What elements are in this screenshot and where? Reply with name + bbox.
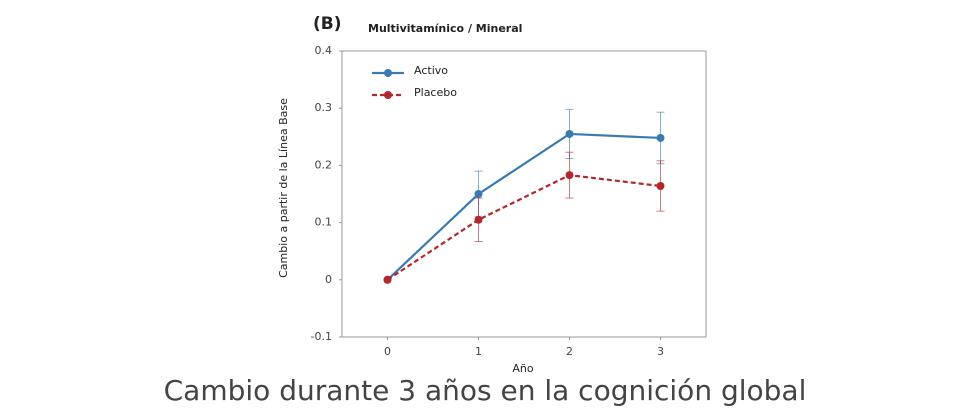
x-tick-label: 3 bbox=[657, 345, 664, 358]
legend-marker bbox=[384, 69, 392, 77]
series-line bbox=[386, 173, 661, 281]
chart-title: Multivitamínico / Mineral bbox=[368, 22, 522, 35]
legend-label: Placebo bbox=[414, 86, 457, 99]
y-tick-label: 0.2 bbox=[315, 158, 333, 171]
x-tick-label: 2 bbox=[566, 345, 573, 358]
legend-label: Activo bbox=[414, 64, 448, 77]
y-axis-label: Cambio a partir de la Línea Base bbox=[277, 98, 290, 278]
point bbox=[565, 171, 574, 180]
y-tick-label: -0.1 bbox=[311, 330, 332, 343]
x-tick-label: 0 bbox=[384, 345, 391, 358]
point bbox=[656, 181, 665, 190]
y-tick-label: 0.4 bbox=[315, 44, 333, 57]
legend-marker bbox=[384, 91, 392, 99]
plot-frame bbox=[341, 50, 707, 338]
point bbox=[565, 129, 574, 138]
point bbox=[474, 190, 483, 198]
series-line bbox=[386, 132, 661, 281]
y-tick-label: 0 bbox=[325, 273, 332, 286]
x-tick-label: 1 bbox=[475, 345, 482, 358]
point bbox=[383, 275, 392, 284]
caption: Cambio durante 3 años en la cognición gl… bbox=[164, 374, 807, 407]
y-tick-label: 0.1 bbox=[315, 216, 333, 229]
point bbox=[474, 215, 483, 224]
x-axis-label: Año bbox=[512, 362, 533, 375]
panel-label: (B) bbox=[313, 14, 342, 34]
y-tick-label: 0.3 bbox=[315, 101, 333, 114]
point bbox=[656, 133, 665, 142]
